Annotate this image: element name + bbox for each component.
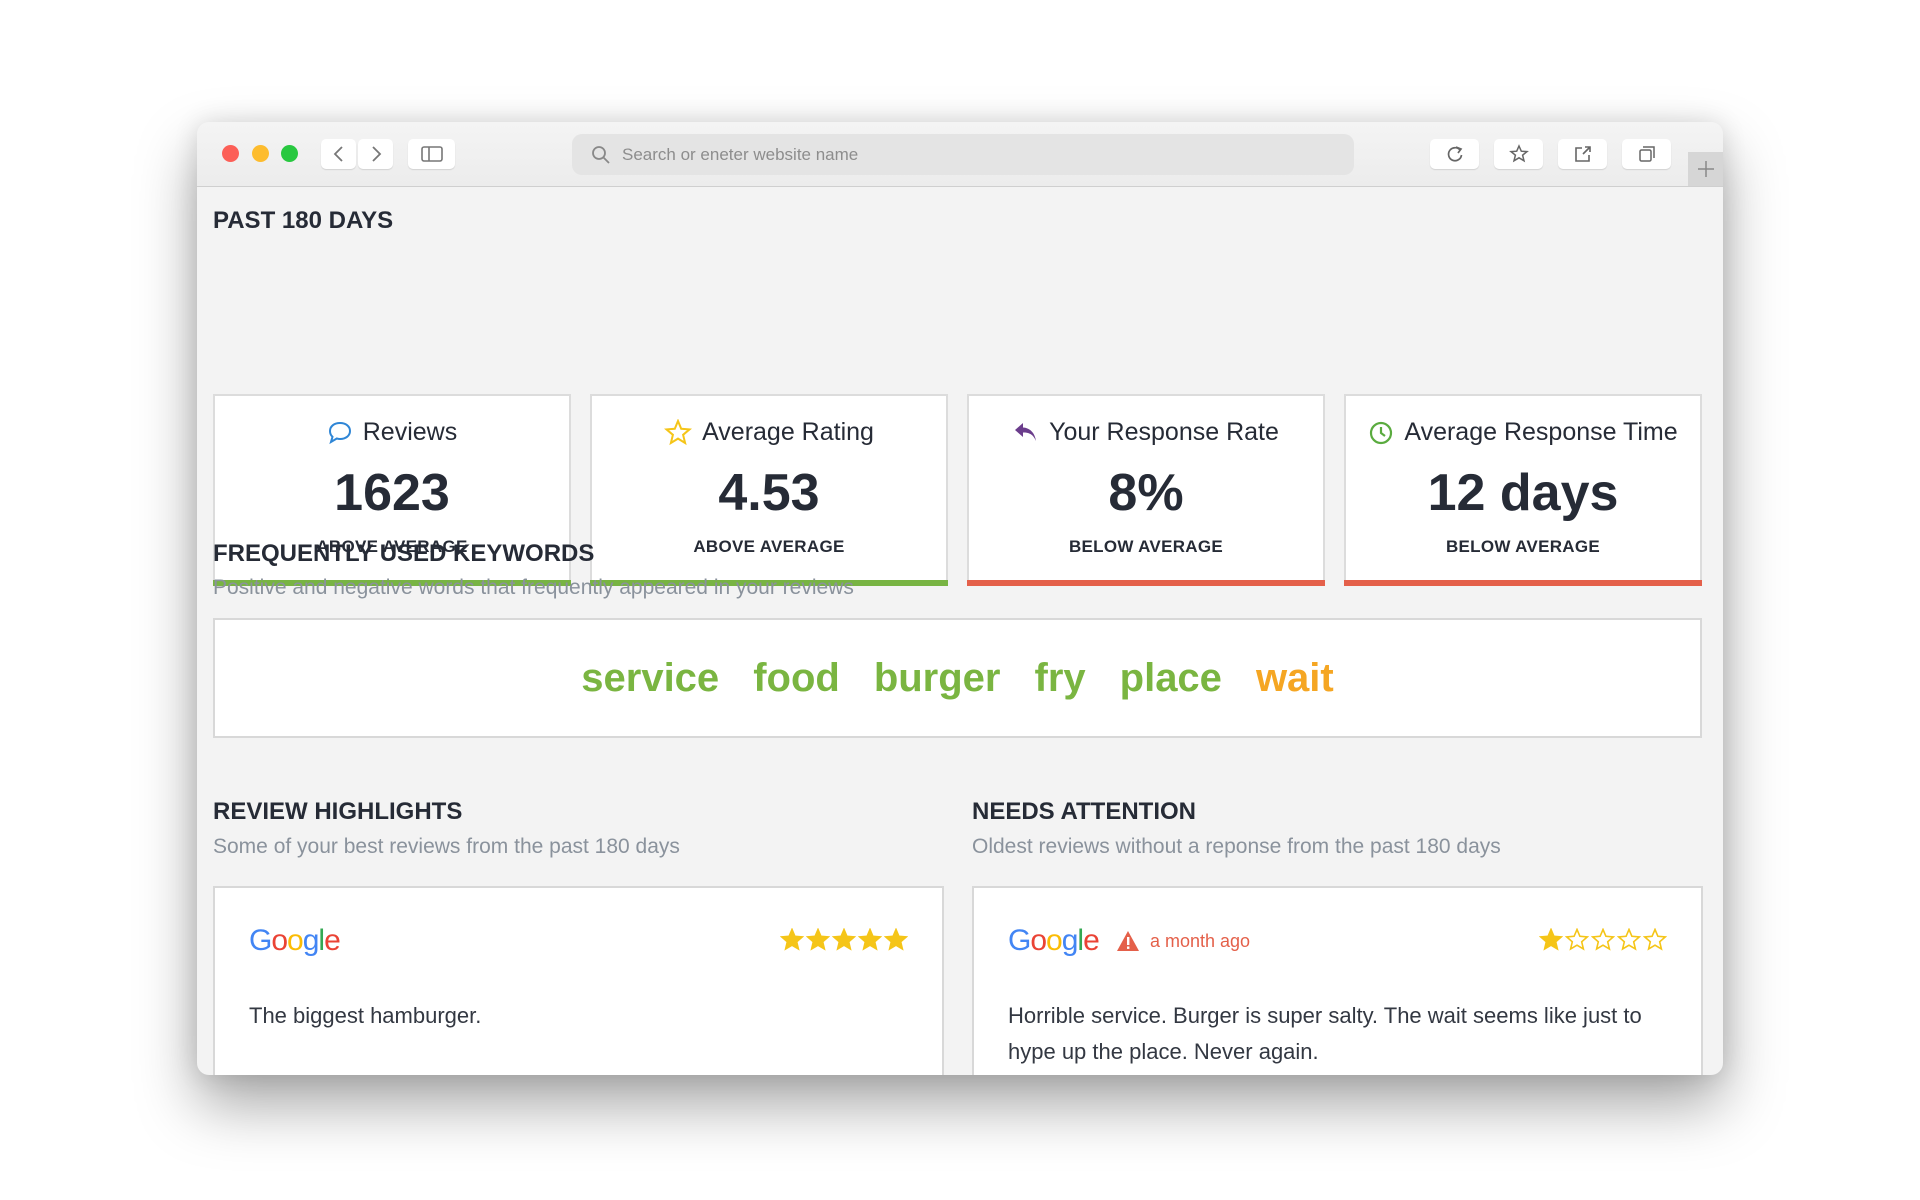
minimize-button[interactable] xyxy=(252,145,269,162)
metric-title-text: Reviews xyxy=(362,418,458,446)
forward-icon xyxy=(371,146,381,162)
status-stripe xyxy=(967,580,1325,586)
metric-title: Average Response Time xyxy=(1346,418,1700,447)
star xyxy=(858,928,882,951)
reload-button[interactable] xyxy=(1430,139,1479,169)
new-tab-button[interactable] xyxy=(1688,152,1723,186)
metric-value: 1623 xyxy=(334,464,450,522)
keyword: fry xyxy=(1034,655,1086,700)
section-subtitle: Some of your best reviews from the past … xyxy=(213,835,680,858)
metric-label: BELOW AVERAGE xyxy=(1445,537,1601,556)
source-logo: Google xyxy=(249,924,341,957)
star xyxy=(1565,928,1589,951)
metric-card: Average Rating 4.53 ABOVE AVERAGE xyxy=(590,394,948,586)
metric-card: Average Response Time 12 days BELOW AVERAG… xyxy=(1344,394,1702,586)
review-age: a month ago xyxy=(1116,930,1250,952)
metric-title-text: Average Response Time xyxy=(1404,418,1678,446)
bookmark-button[interactable] xyxy=(1494,139,1543,169)
status-stripe xyxy=(213,580,571,586)
star-icon xyxy=(664,418,693,445)
section-title: REVIEW HIGHLIGHTS xyxy=(213,798,463,825)
review-text: Horrible service. Burger is super salty.… xyxy=(1008,1003,1642,1064)
metric-value: 12 days xyxy=(1427,464,1619,522)
section-title: PAST 180 DAYS xyxy=(213,207,394,234)
metric-card: Your Response Rate 8% BELOW AVERAGE xyxy=(967,394,1325,586)
back-button[interactable] xyxy=(321,139,356,169)
metric-title-text: Your Response Rate xyxy=(1049,418,1279,446)
metric-label: ABOVE AVERAGE xyxy=(693,537,845,556)
section-title: NEEDS ATTENTION xyxy=(972,798,1197,825)
star xyxy=(806,928,830,951)
metric-title: Your Response Rate xyxy=(969,418,1323,447)
chat-icon xyxy=(328,421,351,444)
status-stripe xyxy=(1344,580,1702,586)
back-icon xyxy=(333,146,343,162)
source-logo: Google xyxy=(1008,924,1100,957)
sidebar-button[interactable] xyxy=(408,139,455,169)
share-icon xyxy=(1574,146,1591,162)
warning-icon xyxy=(1117,931,1139,951)
dashboard: PAST 180 DAYS Reviews 1623 ABOVE AVERAGE Av… xyxy=(197,187,1723,1075)
star xyxy=(884,928,908,951)
reply-icon xyxy=(1015,422,1037,441)
metric-title: Average Rating xyxy=(592,418,946,447)
plus-icon xyxy=(1697,161,1714,177)
sidebar-icon xyxy=(420,146,443,162)
review-card: Google a month ago Horrible service. Bur… xyxy=(972,886,1703,1075)
keyword: food xyxy=(753,655,840,700)
star xyxy=(1617,928,1641,951)
share-button[interactable] xyxy=(1558,139,1607,169)
star xyxy=(1539,928,1563,951)
section-subtitle: Oldest reviews without a reponse from th… xyxy=(972,835,1501,858)
keyword: place xyxy=(1119,655,1222,700)
review-time: a month ago xyxy=(1150,930,1251,951)
browser-window: Search or eneter website name PAST 180 D… xyxy=(197,122,1723,1075)
keyword-box: service food burger fry place wait xyxy=(213,618,1702,738)
metric-title-text: Average Rating xyxy=(702,418,874,446)
metric-title: Reviews xyxy=(215,418,569,447)
clock-icon xyxy=(1370,421,1393,444)
metric-label: ABOVE AVERAGE xyxy=(316,537,468,556)
forward-button[interactable] xyxy=(358,139,393,169)
keyword: burger xyxy=(873,655,1001,700)
keyword: service xyxy=(581,655,720,700)
star xyxy=(1643,928,1667,951)
section-subtitle: Positive and negative words that frequen… xyxy=(213,576,854,599)
star xyxy=(832,928,856,951)
star xyxy=(1591,928,1615,951)
tabs-button[interactable] xyxy=(1622,139,1671,169)
close-button[interactable] xyxy=(222,145,239,162)
tabs-icon xyxy=(1638,146,1655,162)
section-title: FREQUENTLY USED KEYWORDS xyxy=(213,540,595,567)
star-rating xyxy=(1539,928,1667,952)
status-stripe xyxy=(590,580,948,586)
bookmark-icon xyxy=(1508,144,1529,163)
metric-label: BELOW AVERAGE xyxy=(1068,537,1224,556)
search-placeholder: Search or eneter website name xyxy=(622,144,859,164)
metric-card: Reviews 1623 ABOVE AVERAGE xyxy=(213,394,571,586)
reload-icon xyxy=(1447,146,1462,162)
star-rating xyxy=(780,928,908,952)
zoom-button[interactable] xyxy=(281,145,298,162)
keyword: wait xyxy=(1255,655,1334,700)
star xyxy=(780,928,804,951)
metric-value: 4.53 xyxy=(718,464,820,522)
review-card: Google The biggest hamburger. xyxy=(213,886,944,1075)
address-bar[interactable]: Search or eneter website name xyxy=(572,134,1354,175)
toolbar: Search or eneter website name xyxy=(197,122,1723,187)
metric-value: 8% xyxy=(1108,464,1184,522)
review-text: The biggest hamburger. xyxy=(249,1003,482,1028)
search-icon xyxy=(592,145,610,164)
